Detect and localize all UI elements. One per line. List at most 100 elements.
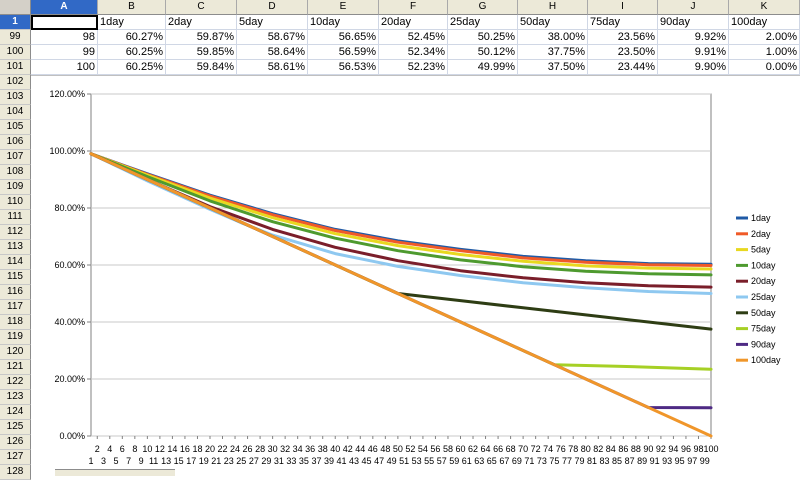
chart-area[interactable]: 0.00% 20.00% 40.00% 60.00% 80.00% 100.00% 120.…: [31, 75, 800, 475]
data-cell[interactable]: 52.23%: [379, 60, 448, 75]
data-cell[interactable]: 56.53%: [308, 60, 379, 75]
data-cell[interactable]: 99: [31, 45, 98, 60]
header-cell[interactable]: 25day: [448, 15, 518, 30]
data-cell[interactable]: 98: [31, 30, 98, 45]
row-header[interactable]: 106: [0, 135, 31, 150]
select-all-corner[interactable]: [0, 0, 31, 15]
data-cell[interactable]: 23.50%: [588, 45, 658, 60]
data-cell[interactable]: 1.00%: [729, 45, 800, 60]
row-header[interactable]: 102: [0, 75, 31, 90]
data-cell[interactable]: 60.25%: [98, 60, 166, 75]
x-tick-label: 81: [587, 456, 597, 466]
series-line-2day[interactable]: [89, 152, 713, 267]
x-tick-label: 28: [255, 444, 265, 454]
row-header[interactable]: 99: [0, 30, 31, 45]
row-header[interactable]: 109: [0, 180, 31, 195]
series-line-10day[interactable]: [89, 152, 713, 277]
data-cell[interactable]: 37.75%: [518, 45, 588, 60]
row-header[interactable]: 107: [0, 150, 31, 165]
row-header[interactable]: 114: [0, 255, 31, 270]
row-header[interactable]: 112: [0, 225, 31, 240]
row-header[interactable]: 1: [0, 15, 31, 30]
x-tick-label: 98: [693, 444, 703, 454]
x-tick-label: 78: [568, 444, 578, 454]
row-header[interactable]: 104: [0, 105, 31, 120]
row-header[interactable]: 121: [0, 360, 31, 375]
data-cell[interactable]: 2.00%: [729, 30, 800, 45]
header-cell[interactable]: 5day: [237, 15, 308, 30]
data-cell[interactable]: 56.59%: [308, 45, 379, 60]
row-header[interactable]: 127: [0, 450, 31, 465]
row-header[interactable]: 124: [0, 405, 31, 420]
row-header[interactable]: 125: [0, 420, 31, 435]
data-cell[interactable]: 50.25%: [448, 30, 518, 45]
row-header[interactable]: 111: [0, 210, 31, 225]
data-cell[interactable]: 60.25%: [98, 45, 166, 60]
data-cell[interactable]: 59.87%: [166, 30, 237, 45]
row-header[interactable]: 123: [0, 390, 31, 405]
header-cell[interactable]: 75day: [588, 15, 658, 30]
column-header-e[interactable]: E: [308, 0, 379, 15]
sheet-tab-strip[interactable]: [55, 469, 175, 476]
row-header[interactable]: 101: [0, 60, 31, 75]
y-tick-label: 20.00%: [54, 374, 85, 384]
data-cell[interactable]: 58.64%: [237, 45, 308, 60]
row-header[interactable]: 100: [0, 45, 31, 60]
header-cell[interactable]: 10day: [308, 15, 379, 30]
header-cell[interactable]: [31, 15, 98, 30]
data-cell[interactable]: 38.00%: [518, 30, 588, 45]
row-header[interactable]: 113: [0, 240, 31, 255]
row-header[interactable]: 105: [0, 120, 31, 135]
column-header-k[interactable]: K: [729, 0, 800, 15]
data-cell[interactable]: 49.99%: [448, 60, 518, 75]
data-cell[interactable]: 9.90%: [658, 60, 729, 75]
header-cell[interactable]: 100day: [729, 15, 800, 30]
data-cell[interactable]: 9.91%: [658, 45, 729, 60]
column-header-i[interactable]: I: [588, 0, 658, 15]
data-cell[interactable]: 59.84%: [166, 60, 237, 75]
header-cell[interactable]: 50day: [518, 15, 588, 30]
data-cell[interactable]: 59.85%: [166, 45, 237, 60]
row-header[interactable]: 126: [0, 435, 31, 450]
header-cell[interactable]: 20day: [379, 15, 448, 30]
data-cell[interactable]: 60.27%: [98, 30, 166, 45]
row-header[interactable]: 122: [0, 375, 31, 390]
data-cell[interactable]: 52.45%: [379, 30, 448, 45]
data-cell[interactable]: 56.65%: [308, 30, 379, 45]
row-header[interactable]: 103: [0, 90, 31, 105]
row-header[interactable]: 116: [0, 285, 31, 300]
row-header[interactable]: 118: [0, 315, 31, 330]
data-cell[interactable]: 58.61%: [237, 60, 308, 75]
data-cell[interactable]: 23.56%: [588, 30, 658, 45]
column-header-c[interactable]: C: [166, 0, 237, 15]
row-header[interactable]: 108: [0, 165, 31, 180]
data-cell[interactable]: 0.00%: [729, 60, 800, 75]
line-chart[interactable]: 0.00% 20.00% 40.00% 60.00% 80.00% 100.00% 120.…: [31, 76, 800, 476]
data-cell[interactable]: 100: [31, 60, 98, 75]
row-header[interactable]: 115: [0, 270, 31, 285]
row-header[interactable]: 120: [0, 345, 31, 360]
row-header[interactable]: 128: [0, 465, 31, 480]
series-line-5day[interactable]: [89, 152, 713, 271]
series-line-100day[interactable]: [89, 152, 713, 438]
header-cell[interactable]: 2day: [166, 15, 237, 30]
x-tick-label: 44: [355, 444, 365, 454]
data-cell[interactable]: 23.44%: [588, 60, 658, 75]
data-cell[interactable]: 50.12%: [448, 45, 518, 60]
data-cell[interactable]: 9.92%: [658, 30, 729, 45]
column-header-h[interactable]: H: [518, 0, 588, 15]
header-cell[interactable]: 1day: [98, 15, 166, 30]
column-header-j[interactable]: J: [658, 0, 729, 15]
row-header[interactable]: 119: [0, 330, 31, 345]
column-header-d[interactable]: D: [237, 0, 308, 15]
data-cell[interactable]: 58.67%: [237, 30, 308, 45]
data-cell[interactable]: 37.50%: [518, 60, 588, 75]
column-header-f[interactable]: F: [379, 0, 448, 15]
row-header[interactable]: 110: [0, 195, 31, 210]
column-header-g[interactable]: G: [448, 0, 518, 15]
data-cell[interactable]: 52.34%: [379, 45, 448, 60]
column-header-a[interactable]: A: [31, 0, 98, 15]
row-header[interactable]: 117: [0, 300, 31, 315]
column-header-b[interactable]: B: [98, 0, 166, 15]
header-cell[interactable]: 90day: [658, 15, 729, 30]
